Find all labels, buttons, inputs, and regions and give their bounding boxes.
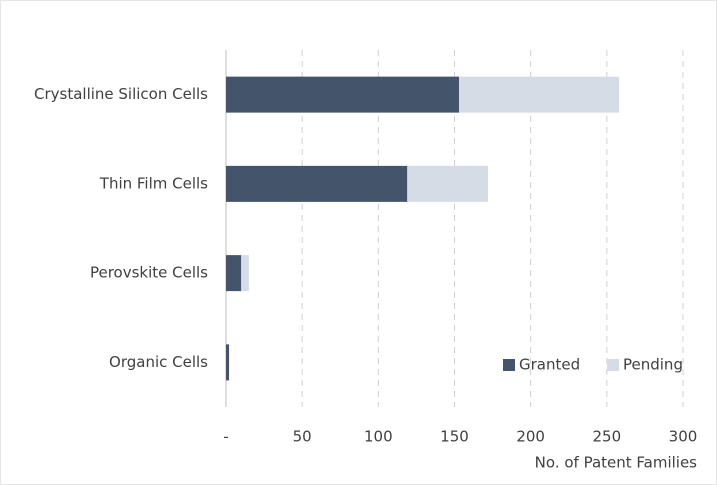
legend-swatch	[607, 359, 619, 371]
x-tick-label: -	[223, 428, 228, 446]
y-tick-label: Thin Film Cells	[99, 174, 208, 192]
x-tick-label: 250	[593, 428, 622, 446]
y-tick-label: Organic Cells	[109, 353, 208, 371]
y-tick-label: Crystalline Silicon Cells	[34, 85, 208, 103]
bar	[226, 344, 230, 381]
bar	[226, 165, 408, 202]
bar	[407, 165, 489, 202]
x-tick-label: 100	[364, 428, 393, 446]
x-tick-label: 300	[669, 428, 698, 446]
bar	[226, 255, 242, 292]
x-tick-label: 200	[516, 428, 545, 446]
legend-label: Pending	[623, 356, 683, 374]
legend-swatch	[503, 359, 515, 371]
bar	[226, 76, 460, 113]
y-tick-label: Perovskite Cells	[90, 264, 208, 282]
bar	[459, 76, 620, 113]
x-tick-label: 50	[293, 428, 312, 446]
bar	[241, 255, 249, 292]
x-axis-title: No. of Patent Families	[535, 454, 698, 472]
x-tick-label: 150	[440, 428, 469, 446]
legend-label: Granted	[519, 356, 580, 374]
